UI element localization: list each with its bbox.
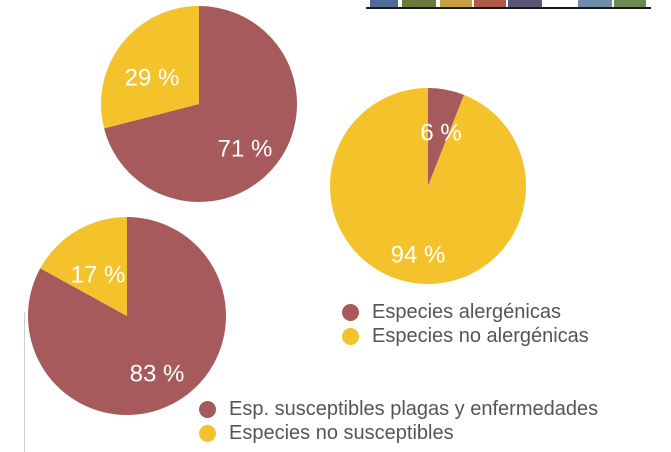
legend-swatch-red xyxy=(199,401,216,418)
legend-swatch-red xyxy=(342,304,359,321)
strip-swatch xyxy=(440,0,472,7)
legend-swatch-yellow xyxy=(342,328,359,345)
strip-swatch xyxy=(402,0,436,7)
pie-slice xyxy=(104,6,298,202)
legend-item: Esp. susceptibles plagas y enfermedades xyxy=(197,397,598,421)
legend-item: Especies no susceptibles xyxy=(197,421,598,445)
pie-slice xyxy=(428,88,465,186)
strip-swatch xyxy=(474,0,506,7)
top-strip-baseline xyxy=(366,7,651,9)
strip-swatch xyxy=(508,0,542,7)
legend-susceptible: Esp. susceptibles plagas y enfermedades … xyxy=(197,397,598,445)
legend-label: Especies no alergénicas xyxy=(372,325,589,347)
legend-allergenic: Especies alergénicas Especies no alergén… xyxy=(340,300,589,348)
legend-label: Esp. susceptibles plagas y enfermedades xyxy=(229,398,599,420)
pie-slice xyxy=(329,88,526,284)
vertical-divider xyxy=(24,312,25,452)
pie-slice xyxy=(28,217,227,415)
pie-slice xyxy=(40,217,128,316)
legend-label: Especies alergénicas xyxy=(372,301,561,323)
slice-label: 17 % xyxy=(71,261,126,288)
strip-swatch xyxy=(578,0,612,7)
strip-swatch xyxy=(614,0,646,7)
slice-label: 71 % xyxy=(218,135,273,162)
slice-label: 29 % xyxy=(125,64,180,91)
slice-label: 83 % xyxy=(130,360,185,387)
legend-label: Especies no susceptibles xyxy=(229,422,454,444)
slice-label: 94 % xyxy=(391,241,446,268)
pie-slice xyxy=(100,6,199,129)
legend-swatch-yellow xyxy=(199,425,216,442)
slice-label: 6 % xyxy=(420,119,461,146)
strip-swatch xyxy=(370,0,398,7)
legend-item: Especies alergénicas xyxy=(340,300,589,324)
legend-item: Especies no alergénicas xyxy=(340,324,589,348)
